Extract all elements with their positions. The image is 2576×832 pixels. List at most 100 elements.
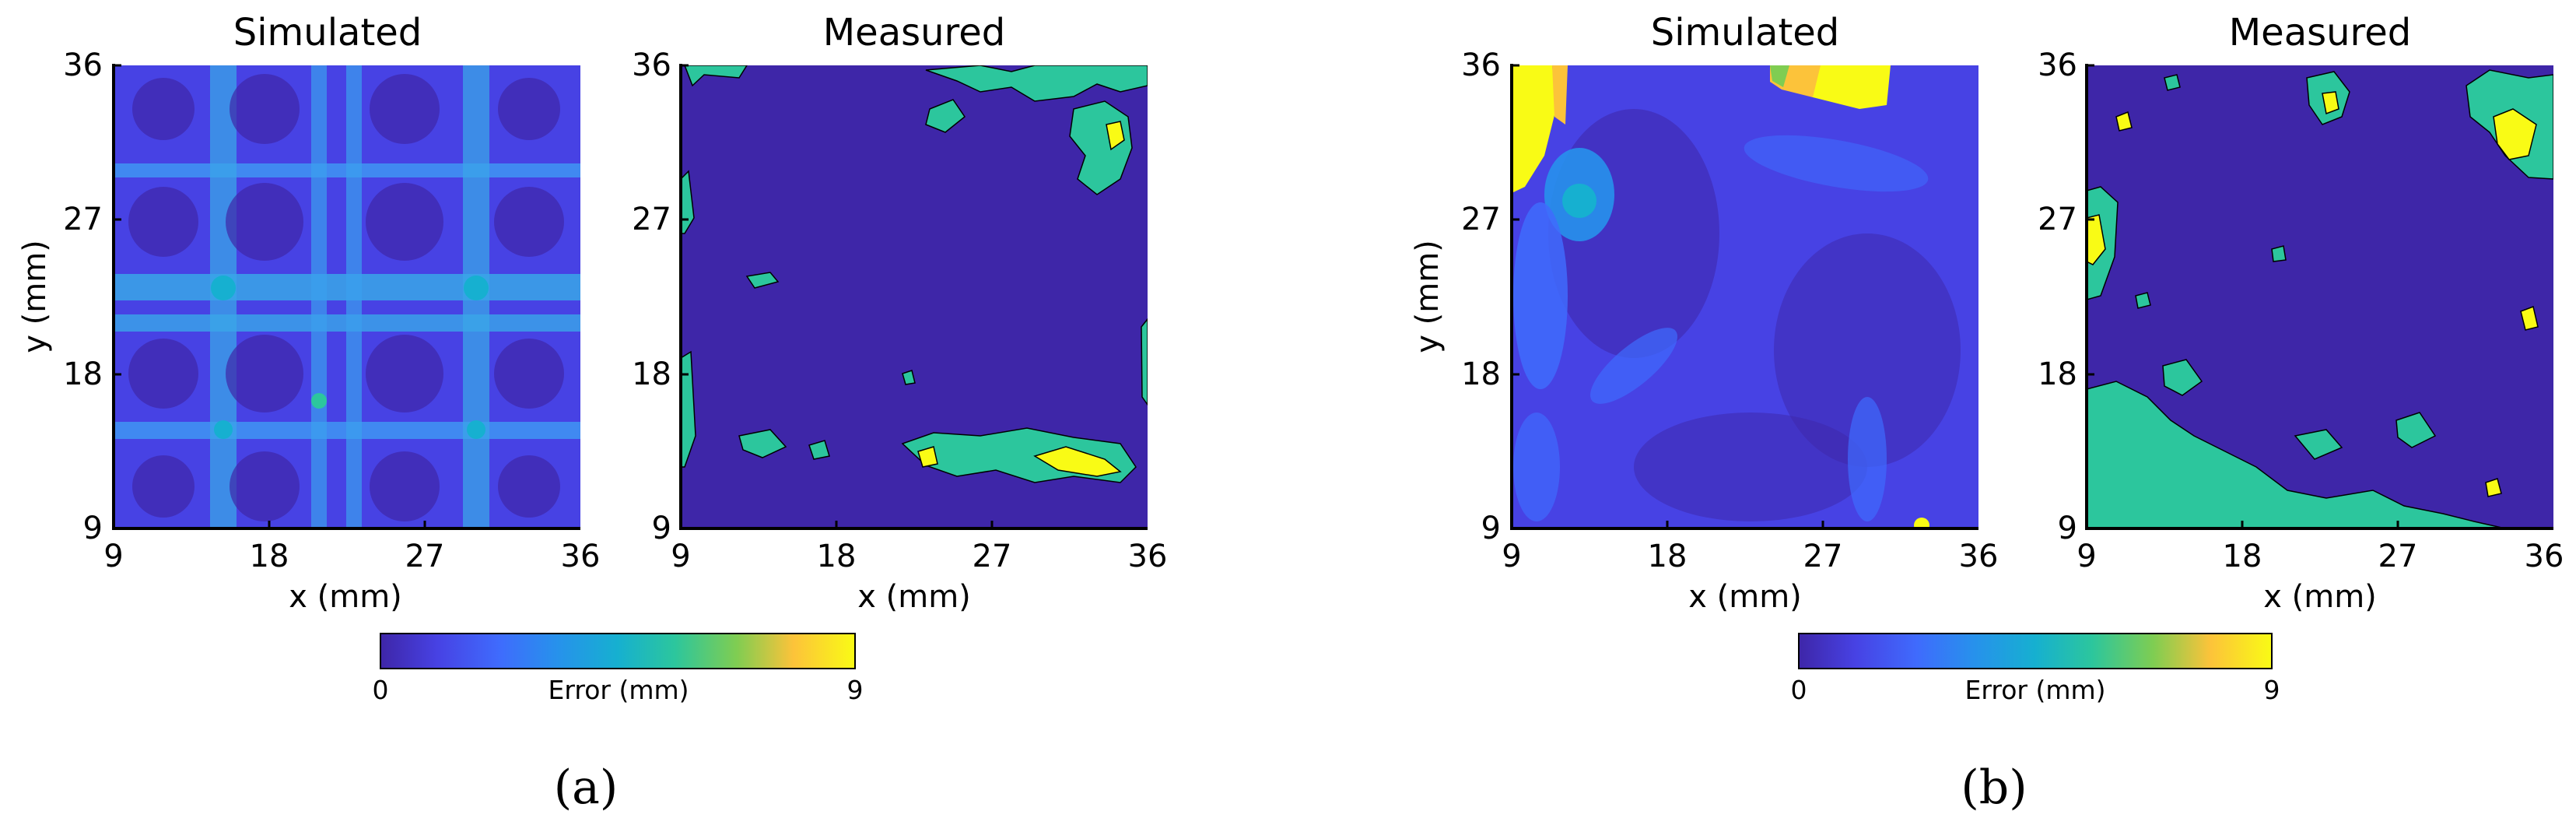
heat-region <box>1512 65 1556 193</box>
x-tick-label: 9 <box>2077 539 2096 574</box>
contour-patch <box>2164 74 2181 91</box>
colorbar-max-label: 9 <box>847 675 864 705</box>
heat-region <box>1552 65 1568 125</box>
y-tick-label: 9 <box>1481 511 1501 546</box>
heat-cell <box>494 339 564 409</box>
y-tick-label: 9 <box>652 511 671 546</box>
y-tick-label: 27 <box>1461 202 1501 237</box>
panel-label-b: (b) <box>1961 760 2027 815</box>
contour-patch <box>2135 292 2151 309</box>
heat-band <box>346 65 362 528</box>
x-tick-label: 27 <box>973 539 1012 574</box>
contour-patch <box>2485 478 2502 497</box>
x-tick-label: 27 <box>405 539 445 574</box>
heat-cell <box>498 455 560 518</box>
contour-patch <box>738 429 787 458</box>
heat-cell <box>128 187 198 257</box>
x-tick-label: 36 <box>2525 539 2564 574</box>
contour-patch <box>917 446 938 468</box>
x-tick-label: 9 <box>1502 539 1521 574</box>
x-axis-label: x (mm) <box>289 579 402 615</box>
contour-patch <box>745 272 780 289</box>
y-tick-label: 36 <box>63 47 103 83</box>
contour-patch <box>2271 245 2287 262</box>
x-tick-label: 36 <box>561 539 601 574</box>
heat-region <box>1914 518 1929 528</box>
y-tick-label: 36 <box>1461 47 1501 83</box>
plot-b-measured: Measured 36 27 18 9 <box>2038 11 2564 615</box>
colorbar-label: Error (mm) <box>1965 675 2106 705</box>
x-tick-label: 18 <box>2223 539 2262 574</box>
heat-hotspot <box>464 276 489 300</box>
x-tick-label: 18 <box>1648 539 1688 574</box>
y-tick-label: 18 <box>63 356 103 392</box>
heat-cell <box>366 335 443 412</box>
x-tick-label: 27 <box>1803 539 1843 574</box>
contour-patch <box>2087 214 2106 265</box>
colorbar-max-label: 9 <box>2264 675 2280 705</box>
x-tick-label: 36 <box>1128 539 1168 574</box>
heat-band <box>311 65 327 528</box>
contour-field <box>2087 65 2553 528</box>
heat-cell <box>230 74 300 144</box>
heat-hotspot <box>467 420 485 439</box>
x-tick-label: 18 <box>817 539 857 574</box>
heatmap-field <box>1512 65 1978 528</box>
y-tick-label: 9 <box>2058 511 2077 546</box>
plot-title: Measured <box>2229 11 2411 54</box>
heat-cell <box>366 183 443 261</box>
heat-cell <box>370 74 440 144</box>
heat-cell <box>230 451 300 521</box>
heat-cell <box>132 78 195 140</box>
x-axis-label: x (mm) <box>857 579 971 615</box>
heat-hotspot <box>311 393 327 409</box>
x-axis-label: x (mm) <box>1688 579 1802 615</box>
contour-patch <box>681 170 695 234</box>
heat-region <box>1774 233 1961 467</box>
y-tick-label: 9 <box>83 511 103 546</box>
heat-hotspot <box>214 420 233 439</box>
y-tick-label: 18 <box>1461 356 1501 392</box>
heat-cell <box>226 183 303 261</box>
contour-patch <box>902 370 916 385</box>
colorbar-gradient <box>380 633 856 669</box>
y-tick-label: 27 <box>2038 202 2077 237</box>
colorbar-min-label: 0 <box>373 675 389 705</box>
heat-cell <box>370 451 440 521</box>
contour-patch <box>2396 412 2437 448</box>
y-tick-label: 18 <box>2038 356 2077 392</box>
x-tick-label: 9 <box>671 539 690 574</box>
contour-patch <box>684 65 748 87</box>
heat-region <box>1634 412 1867 521</box>
heat-region <box>1513 202 1568 389</box>
contour-patch <box>2115 111 2133 132</box>
heat-region <box>1770 65 1789 87</box>
plot-b-simulated: Simulated 36 27 18 9 <box>1410 11 1998 615</box>
heat-cell <box>226 335 303 412</box>
heat-region <box>1562 184 1596 218</box>
plot-a-simulated: Simulated <box>17 11 600 615</box>
contour-patch <box>2087 381 2506 528</box>
heat-cell <box>494 187 564 257</box>
x-tick-label: 36 <box>1959 539 1999 574</box>
contour-patch <box>1033 446 1122 477</box>
x-tick-label: 27 <box>2378 539 2418 574</box>
y-tick-label: 36 <box>632 47 671 83</box>
contour-field <box>681 65 1148 528</box>
panel-label-a: (a) <box>554 760 619 815</box>
heat-cell <box>132 455 195 518</box>
x-tick-label: 9 <box>103 539 123 574</box>
contour-patch <box>2322 91 2339 115</box>
heat-region <box>1513 412 1560 521</box>
contour-patch <box>808 440 830 460</box>
y-tick-label: 27 <box>632 202 671 237</box>
contour-patch <box>1106 121 1125 151</box>
plot-title: Measured <box>823 11 1005 54</box>
heatmap-field <box>114 65 580 528</box>
x-axis-label: x (mm) <box>2263 579 2377 615</box>
contour-patch <box>925 99 966 133</box>
y-axis-label: y (mm) <box>17 240 53 353</box>
colorbar-label: Error (mm) <box>548 675 689 705</box>
contour-patch <box>925 65 1148 102</box>
